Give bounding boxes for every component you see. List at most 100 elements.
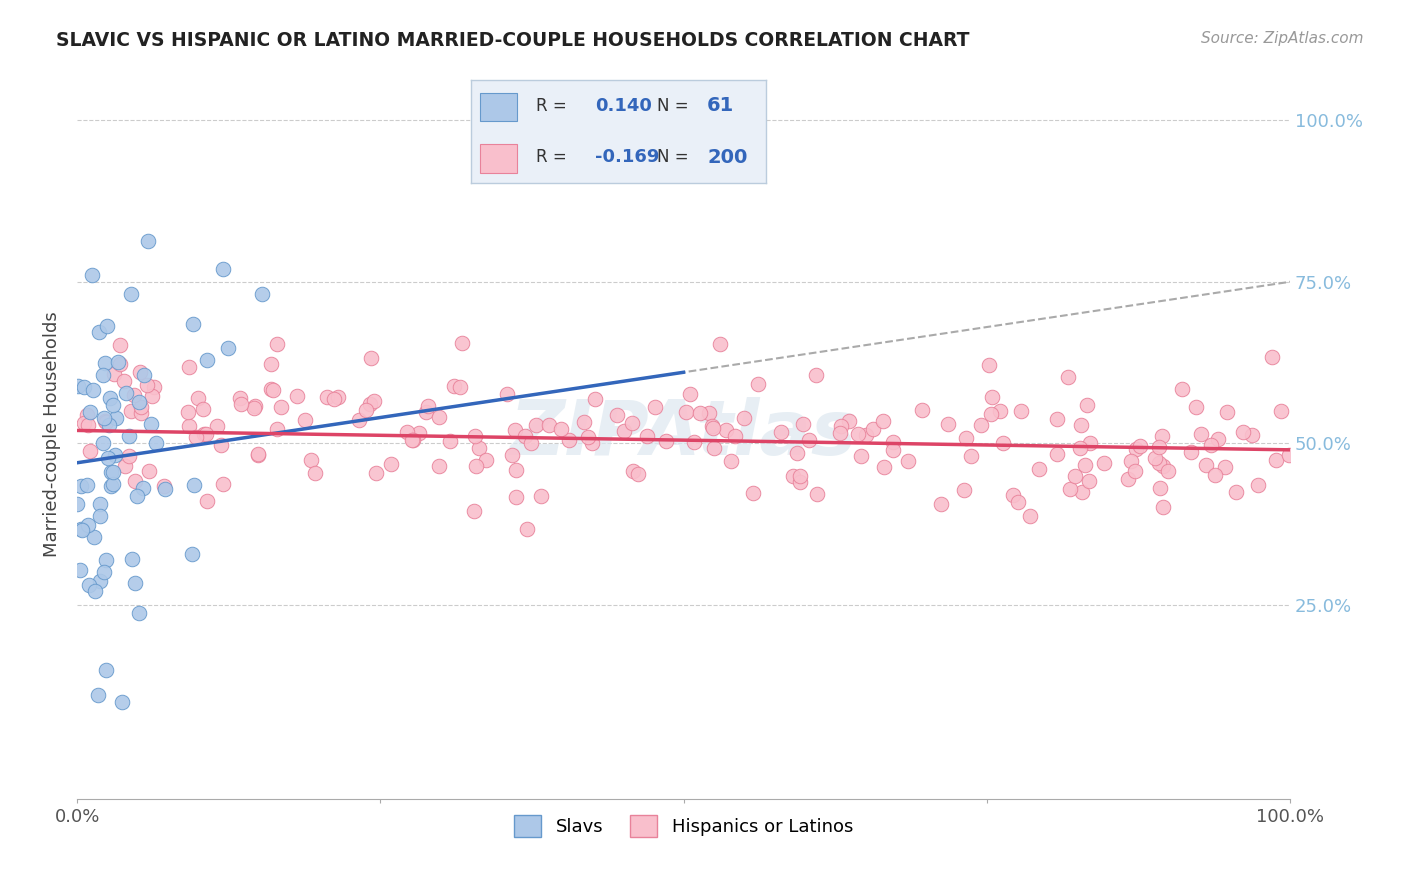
Point xyxy=(1125,442,1147,456)
Point xyxy=(679,386,702,401)
Point xyxy=(124,474,146,488)
Point xyxy=(505,463,527,477)
Point xyxy=(1261,351,1284,365)
Point xyxy=(621,464,644,478)
Point xyxy=(806,368,828,382)
Point xyxy=(229,397,252,411)
Point xyxy=(304,467,326,481)
Point xyxy=(364,467,387,481)
Point xyxy=(882,435,904,450)
Point xyxy=(270,400,292,414)
Text: N =: N = xyxy=(657,148,689,166)
Point xyxy=(1007,495,1029,509)
Point xyxy=(139,417,162,432)
Point xyxy=(789,475,811,489)
Point xyxy=(108,357,131,371)
Point xyxy=(1216,405,1239,419)
Point xyxy=(91,368,114,382)
Point xyxy=(104,411,127,425)
Point xyxy=(1080,436,1102,450)
Point xyxy=(1018,508,1040,523)
Point xyxy=(1213,460,1236,475)
Point xyxy=(184,430,207,444)
Point xyxy=(359,397,381,411)
Point xyxy=(583,392,606,407)
Point xyxy=(94,356,117,370)
Point xyxy=(82,268,104,283)
Point xyxy=(862,422,884,436)
Point xyxy=(464,429,486,443)
Legend: Slavs, Hispanics or Latinos: Slavs, Hispanics or Latinos xyxy=(506,808,860,845)
Point xyxy=(260,358,283,372)
Point xyxy=(675,405,697,419)
Point xyxy=(1129,439,1152,453)
Point xyxy=(136,234,159,248)
Point xyxy=(1189,427,1212,442)
Point xyxy=(84,584,107,599)
Point xyxy=(96,663,118,677)
Point xyxy=(1078,475,1101,489)
Point xyxy=(1069,441,1091,455)
Text: -0.169: -0.169 xyxy=(595,148,659,166)
Point xyxy=(806,487,828,501)
Point xyxy=(108,338,131,352)
Point xyxy=(114,375,136,389)
Point xyxy=(209,438,232,452)
Point xyxy=(70,523,93,537)
Point xyxy=(846,427,869,442)
Point xyxy=(613,424,636,438)
Point xyxy=(128,606,150,620)
Point xyxy=(134,368,156,382)
Point xyxy=(1265,453,1288,467)
Point xyxy=(581,436,603,450)
Point xyxy=(980,407,1002,421)
Point xyxy=(1201,437,1223,451)
Point xyxy=(104,448,127,462)
Point xyxy=(179,418,201,433)
Point xyxy=(475,452,498,467)
Point xyxy=(120,286,142,301)
Text: 200: 200 xyxy=(707,148,748,167)
Point xyxy=(1076,398,1098,412)
Point xyxy=(980,391,1002,405)
Point xyxy=(96,319,118,334)
Bar xyxy=(479,144,517,173)
Point xyxy=(211,261,233,276)
Point xyxy=(89,325,111,339)
Point xyxy=(87,688,110,702)
Point xyxy=(125,489,148,503)
Point xyxy=(872,414,894,428)
Point xyxy=(1064,468,1087,483)
Point xyxy=(217,341,239,355)
Bar xyxy=(479,93,517,121)
Point xyxy=(89,509,111,524)
Point xyxy=(183,318,205,332)
Point xyxy=(911,403,934,417)
Point xyxy=(1116,472,1139,486)
Point xyxy=(131,481,153,495)
Point xyxy=(247,448,270,462)
Point xyxy=(1157,464,1180,478)
Point xyxy=(101,465,124,479)
Point xyxy=(955,431,977,445)
Point xyxy=(897,454,920,468)
Point xyxy=(191,401,214,416)
Point xyxy=(294,413,316,427)
Point xyxy=(702,441,724,455)
Point xyxy=(505,490,527,504)
Point xyxy=(468,442,491,456)
Point xyxy=(118,429,141,443)
Point xyxy=(969,417,991,432)
Point xyxy=(69,563,91,577)
Point xyxy=(1152,458,1174,473)
Point xyxy=(682,435,704,450)
Y-axis label: Married-couple Households: Married-couple Households xyxy=(44,310,60,557)
Point xyxy=(73,380,96,394)
Point xyxy=(1150,429,1173,443)
Point xyxy=(1195,458,1218,472)
Point xyxy=(243,401,266,415)
Point xyxy=(1278,449,1301,463)
Point xyxy=(644,400,666,414)
Point xyxy=(323,392,346,406)
Text: R =: R = xyxy=(536,97,567,115)
